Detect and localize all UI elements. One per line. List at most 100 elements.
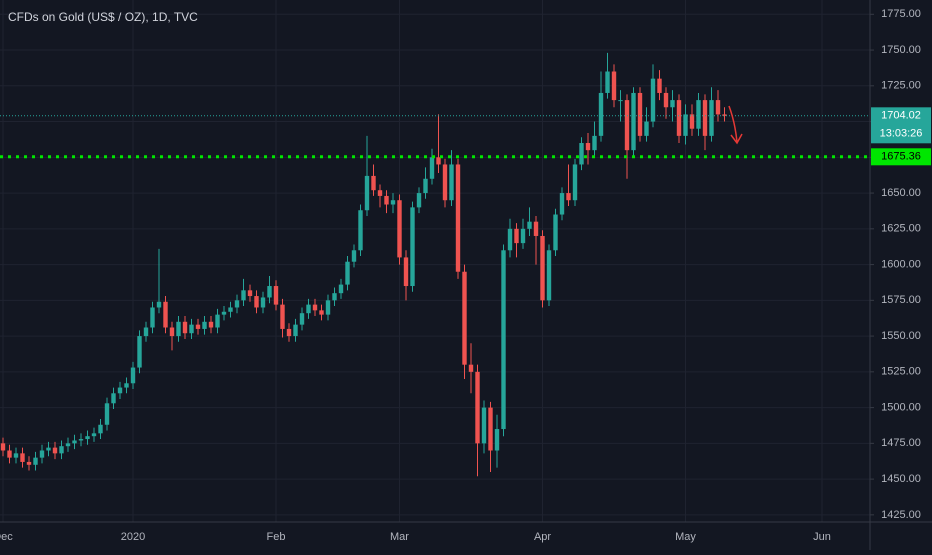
annotation-arrow	[728, 105, 743, 145]
candle-body	[676, 100, 682, 136]
candle-body	[637, 92, 643, 136]
candle-body	[52, 447, 58, 454]
candle-body	[65, 443, 71, 447]
candle-body	[390, 200, 396, 205]
x-tick-label: 2020	[121, 531, 145, 543]
candle-body	[709, 100, 714, 136]
candle-body	[338, 284, 344, 294]
candle-body	[273, 286, 279, 305]
candle-body	[221, 311, 227, 315]
candle-body	[286, 328, 292, 337]
x-tick-label: Feb	[267, 531, 286, 543]
price-label-box	[871, 107, 931, 144]
y-tick-label: 1550.00	[881, 330, 921, 342]
candle-body	[111, 393, 116, 404]
candle-body	[130, 367, 136, 384]
y-tick-label: 1475.00	[881, 437, 921, 449]
candle-body	[462, 271, 467, 365]
candle-body	[260, 297, 266, 308]
y-tick-label: 1750.00	[881, 44, 921, 56]
candle-body	[215, 314, 220, 328]
candle-body	[332, 293, 337, 301]
candle-body	[143, 327, 149, 337]
candle-body	[293, 324, 298, 337]
candle-body	[208, 321, 214, 328]
price-label: 1704.02	[881, 110, 921, 122]
candle-body	[559, 193, 565, 215]
candle-body	[533, 221, 539, 236]
y-tick-label: 1725.00	[881, 80, 921, 92]
candle-body	[514, 228, 519, 244]
candle-body	[416, 193, 422, 208]
candle-body	[98, 424, 103, 434]
candle-body	[527, 221, 532, 229]
y-tick-label: 1600.00	[881, 258, 921, 270]
candle-body	[7, 450, 12, 458]
candle-body	[670, 100, 675, 108]
arrow-head	[730, 133, 743, 145]
candle-body	[319, 310, 324, 315]
candle-body	[403, 257, 409, 287]
candle-body	[176, 321, 181, 337]
candle-body	[715, 100, 721, 115]
candle-body	[618, 100, 623, 102]
y-tick-label: 1575.00	[881, 294, 921, 306]
candle-body	[312, 304, 318, 311]
candle-body	[377, 190, 383, 196]
candle-body	[442, 164, 448, 201]
candle-body	[455, 164, 461, 272]
candle-body	[137, 336, 142, 368]
candle-body	[163, 301, 168, 328]
candle-body	[702, 100, 708, 136]
candle-body	[449, 164, 454, 201]
candle-body	[663, 92, 669, 108]
candle-body	[644, 121, 649, 136]
x-tick-label: Mar	[390, 531, 409, 543]
candle-body	[254, 296, 259, 308]
y-tick-label: 1650.00	[881, 187, 921, 199]
candle-body	[150, 307, 155, 328]
candle-body	[13, 453, 19, 458]
candle-body	[195, 324, 201, 329]
candle-body	[585, 143, 591, 151]
candle-body	[20, 453, 25, 462]
candle-body	[247, 290, 253, 297]
candle-body	[540, 235, 545, 301]
candle-body	[280, 304, 285, 329]
candle-body	[631, 92, 636, 151]
price-label: 1675.36	[881, 151, 921, 163]
y-tick-label: 1625.00	[881, 223, 921, 235]
candle-body	[299, 313, 305, 325]
candle-body	[572, 164, 578, 201]
candle-body	[605, 71, 610, 93]
x-tick-label: May	[675, 531, 696, 543]
candle-body	[371, 175, 376, 191]
candle-body	[520, 228, 526, 244]
candle-body	[696, 100, 701, 129]
candle-body	[306, 304, 311, 314]
arrow-shaft	[728, 105, 738, 143]
candle-body	[566, 193, 571, 201]
candle-body	[384, 195, 389, 205]
candle-body	[39, 450, 45, 458]
candle-body	[722, 114, 727, 116]
candle-body	[611, 71, 617, 101]
candle-body	[202, 321, 207, 329]
candle-body	[423, 178, 428, 194]
candle-body	[267, 286, 272, 298]
y-tick-label: 1425.00	[881, 509, 921, 521]
candle-body	[579, 143, 584, 165]
y-tick-label: 1500.00	[881, 401, 921, 413]
candle-body	[657, 78, 662, 93]
candle-body	[650, 78, 656, 122]
candle-body	[189, 324, 194, 334]
countdown-label: 13:03:26	[880, 128, 923, 140]
candle-body	[72, 440, 77, 444]
candle-body	[325, 300, 331, 315]
candle-body	[182, 321, 188, 334]
candle-body	[0, 443, 6, 451]
candle-body	[436, 157, 441, 165]
x-tick-label: Apr	[534, 531, 551, 543]
candle-body	[507, 228, 513, 251]
